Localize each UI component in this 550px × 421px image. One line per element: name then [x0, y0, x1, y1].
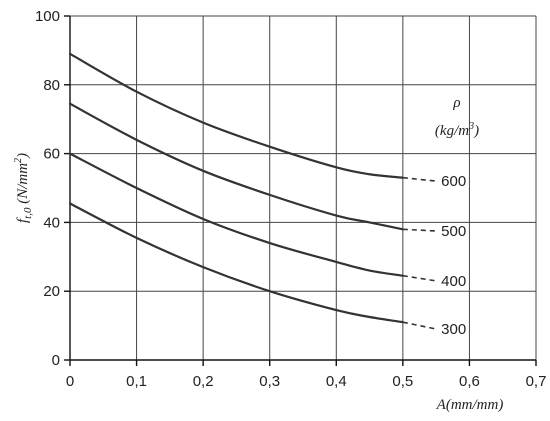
y-tick-label: 0 [52, 352, 60, 369]
series-dash-600 [402, 176, 437, 182]
x-tick-label: 0,3 [259, 373, 280, 390]
series-dash-300 [402, 321, 437, 330]
axes [64, 15, 537, 366]
x-tick-label: 0,2 [193, 373, 214, 390]
series-line-600 [68, 52, 404, 179]
x-tick-label: 0,4 [326, 373, 347, 390]
series-dash-500 [402, 228, 437, 232]
series-label-500: 500 [441, 223, 466, 240]
y-tick-label: 80 [43, 77, 60, 94]
series-label-600: 600 [441, 173, 466, 190]
y-tick-label: 60 [43, 146, 60, 163]
tick-labels: 0 20 40 60 80 100 0 0,1 0,2 0,3 0,4 0,5 0,6 0,7 [35, 8, 546, 390]
legend-title: ρ [452, 95, 460, 111]
grid [70, 15, 537, 360]
series-line-300 [68, 202, 404, 324]
x-tick-label: 0,1 [126, 373, 147, 390]
y-axis-label: ft,0 (N/mm2) [13, 153, 34, 223]
x-tick-label: 0 [66, 373, 74, 390]
x-tick-label: 0,5 [392, 373, 413, 390]
y-tick-label: 100 [35, 8, 60, 25]
series-labels: 600 500 400 300 [441, 173, 466, 338]
series-curves [68, 52, 437, 330]
y-tick-label: 40 [43, 214, 60, 231]
series-dash-400 [402, 274, 437, 282]
y-tick-label: 20 [43, 283, 60, 300]
x-axis-label: A(mm/mm) [436, 397, 504, 413]
series-line-500 [68, 102, 404, 231]
series-line-400 [68, 152, 404, 277]
legend-unit: (kg/m3) [435, 121, 479, 139]
x-tick-label: 0,6 [459, 373, 480, 390]
series-label-400: 400 [441, 273, 466, 290]
series-label-300: 300 [441, 321, 466, 338]
x-tick-label: 0,7 [526, 373, 547, 390]
